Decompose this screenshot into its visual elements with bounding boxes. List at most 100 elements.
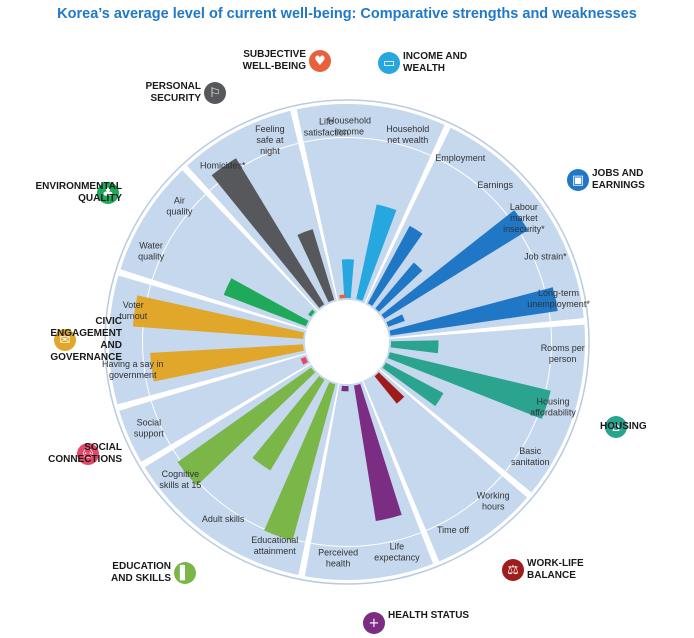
indicator-label: Feeling safe at night xyxy=(255,124,285,156)
dimension-label-line: GOVERNANCE xyxy=(50,352,122,363)
indicator-label-line: government xyxy=(109,370,157,380)
indicator-label-line: Basic xyxy=(519,446,542,456)
dimension-label: WORK-LIFE BALANCE xyxy=(527,558,584,582)
dimension-label: INCOME AND WEALTH xyxy=(403,51,467,75)
indicator-bar xyxy=(150,344,304,382)
tree-icon: ♣ xyxy=(97,182,119,204)
indicator-label: Perceived health xyxy=(318,547,358,568)
indicator-label-line: Voter xyxy=(123,300,144,310)
indicator-label: Voter turnout xyxy=(119,300,148,321)
indicator-bar xyxy=(297,229,335,303)
indicator-label-line: Household xyxy=(328,116,371,126)
indicator-label: Life expectancy xyxy=(374,542,420,563)
indicator-label-line: Long-term xyxy=(538,288,579,298)
heart-icon: ♥ xyxy=(309,50,331,72)
indicator-label-line: Earnings xyxy=(477,180,513,190)
dimension-label-line: ENVIRONMENTAL xyxy=(35,181,122,192)
dimension-label-line: HOUSING xyxy=(600,421,647,432)
indicator-label: Household income xyxy=(328,116,371,137)
indicator-label-line: Labour xyxy=(510,202,538,212)
cross-icon: + xyxy=(363,612,385,634)
indicator-label: Time off xyxy=(437,525,470,535)
indicator-label: Basic sanitation xyxy=(511,446,550,467)
indicator-bar xyxy=(223,278,309,327)
indicator-labels: Household income Household net wealthEmploy… xyxy=(102,116,590,569)
indicator-bar xyxy=(387,352,551,419)
indicator-bar xyxy=(356,204,397,301)
indicator-label-line: Time off xyxy=(437,525,470,535)
indicator-label-line: Feeling xyxy=(255,124,285,134)
indicator-label: Social support xyxy=(134,418,165,439)
indicator-label-line: turnout xyxy=(119,311,148,321)
guide-ring xyxy=(303,136,352,143)
indicator-bar xyxy=(132,295,305,339)
outer-rim xyxy=(104,99,590,585)
guide-ring xyxy=(150,400,171,446)
dimension-sector xyxy=(304,381,434,580)
indicator-label-line: Adult skills xyxy=(202,514,245,524)
dimension-label: JOBS AND EARNINGS xyxy=(592,168,645,192)
indicator-label: Labour market insecurity* xyxy=(503,202,545,234)
indicator-label-line: unemployment* xyxy=(527,299,590,309)
indicator-label-line: safe at xyxy=(256,135,284,145)
ballot-icon: ✉ xyxy=(54,329,76,351)
indicator-label: Earnings xyxy=(477,180,513,190)
indicator-label-line: skills at 15 xyxy=(159,480,201,490)
indicator-bar xyxy=(382,362,444,407)
indicator-label-line: satisfaction xyxy=(304,127,349,137)
dimension-sector xyxy=(363,369,528,562)
running-person-icon: ⚐ xyxy=(204,82,226,104)
indicator-bar xyxy=(375,262,423,312)
indicator-bar xyxy=(390,340,439,354)
guide-ring xyxy=(310,532,422,547)
indicator-bar xyxy=(252,376,325,471)
dimension-label-line: SUBJECTIVE xyxy=(243,49,306,60)
indicator-bar xyxy=(341,259,354,299)
dimension-label-line: BALANCE xyxy=(527,570,576,581)
indicator-label: Long-term unemployment* xyxy=(527,288,590,309)
indicator-label: Homicides* xyxy=(200,160,246,170)
briefcase-icon: ▣ xyxy=(567,169,589,191)
dimension-label: CIVIC ENGAGEMENT AND GOVERNANCE xyxy=(2,316,122,364)
indicator-label-line: quality xyxy=(166,206,193,216)
indicator-label: Adult skills xyxy=(202,514,245,524)
indicator-label: Household net wealth xyxy=(386,124,429,145)
indicator-label-line: Job strain* xyxy=(524,251,567,261)
dimension-label: SUBJECTIVE WELL-BEING xyxy=(186,49,306,73)
indicator-bar xyxy=(374,372,405,404)
indicator-bar xyxy=(177,367,316,486)
dimension-label-line: WORK-LIFE xyxy=(527,558,584,569)
indicator-label: Life satisfaction xyxy=(304,116,349,137)
dimension-label-line: INCOME AND xyxy=(403,51,468,62)
indicator-bar xyxy=(211,158,325,308)
indicator-label-line: Having a say in xyxy=(102,359,164,369)
dimension-label-line: EDUCATION xyxy=(112,561,171,572)
dimension-label: HOUSING xyxy=(600,421,647,433)
dimension-label-line: QUALITY xyxy=(78,193,122,204)
indicator-label-line: market xyxy=(510,213,538,223)
indicator-label-line: Social xyxy=(137,418,162,428)
center-hub xyxy=(305,300,389,384)
indicator-bar xyxy=(264,382,336,541)
indicator-label: Job strain* xyxy=(524,251,567,261)
indicator-label-line: Life xyxy=(319,116,334,126)
dimension-label-line: WELL-BEING xyxy=(242,61,306,72)
dimension-label: SOCIAL CONNECTIONS xyxy=(2,442,122,466)
indicator-label-line: Household xyxy=(386,124,429,134)
indicator-bar xyxy=(367,225,423,306)
indicator-bar xyxy=(300,356,308,365)
dimension-sector xyxy=(119,354,311,462)
indicator-label: Employment xyxy=(435,153,486,163)
people-icon: ⚇ xyxy=(77,443,99,465)
indicator-label-line: Working xyxy=(477,490,510,500)
indicator-label-line: insecurity* xyxy=(503,224,545,234)
indicator-label-line: net wealth xyxy=(387,135,428,145)
indicator-label-line: Employment xyxy=(435,153,486,163)
indicator-bar xyxy=(353,383,402,521)
indicator-label-line: Homicides* xyxy=(200,160,246,170)
indicator-label: Rooms per person xyxy=(541,343,585,364)
dimension-label-line: SECURITY xyxy=(150,93,201,104)
indicator-label-line: night xyxy=(260,146,280,156)
indicator-label: Cognitive skills at 15 xyxy=(159,469,201,490)
indicator-label-line: attainment xyxy=(254,546,297,556)
